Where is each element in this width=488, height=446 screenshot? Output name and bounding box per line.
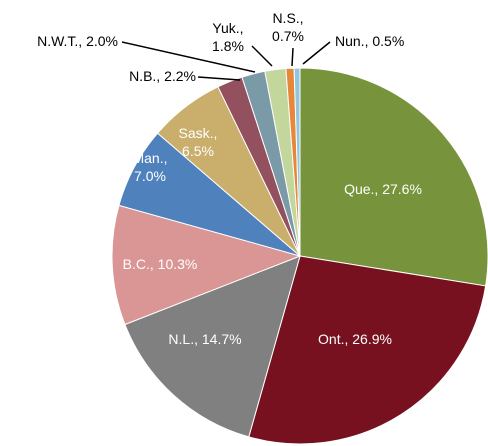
label-part: 2.0% [86,33,118,49]
label-part: B.C., [123,256,158,272]
data-label: N.B., 2.2% [129,68,196,84]
label-part: 2.2% [164,68,196,84]
pie-slice [293,67,301,257]
leader-line [197,76,241,81]
pie-slice [299,67,488,287]
label-part: Yuk., [212,20,243,36]
label-part: 7.0% [134,168,166,184]
leader-line [291,47,294,67]
label-part: N.L., [168,331,201,347]
pie-slice [248,255,487,445]
data-label: Sask., 6.5% [179,125,218,159]
label-part: 27.6% [382,181,422,197]
data-label: Que., 27.6% [344,181,422,197]
label-part: 10.3% [158,256,198,272]
data-label: N.W.T., 2.0% [37,33,118,49]
label-part: Sask., [179,125,218,141]
leader-line [302,41,331,65]
label-part: 0.7% [272,28,304,44]
data-label: Ont., 26.9% [318,331,392,347]
pie-slice [124,255,301,438]
label-part: N.S., [272,10,303,26]
pie-slice [111,204,302,326]
data-label: N.L., 14.7% [168,331,241,347]
label-part: N.W.T., [37,33,86,49]
leader-line [121,41,256,73]
label-part: Ont., [318,331,352,347]
data-label: Man., 7.0% [132,150,167,184]
label-part: Que., [344,181,382,197]
label-part: Man., [132,150,167,166]
label-part: N.B., [129,68,164,84]
data-label: Yuk., 1.8% [212,20,244,54]
data-label: N.S., 0.7% [272,10,304,44]
data-label: B.C., 10.3% [123,256,198,272]
label-part: 26.9% [352,331,392,347]
label-part: 1.8% [212,38,244,54]
label-part: 0.5% [372,33,404,49]
label-part: 14.7% [202,331,242,347]
label-part: Nun., [335,33,372,49]
label-part: 6.5% [182,143,214,159]
data-label: Nun., 0.5% [335,33,404,49]
leader-line [251,45,273,67]
